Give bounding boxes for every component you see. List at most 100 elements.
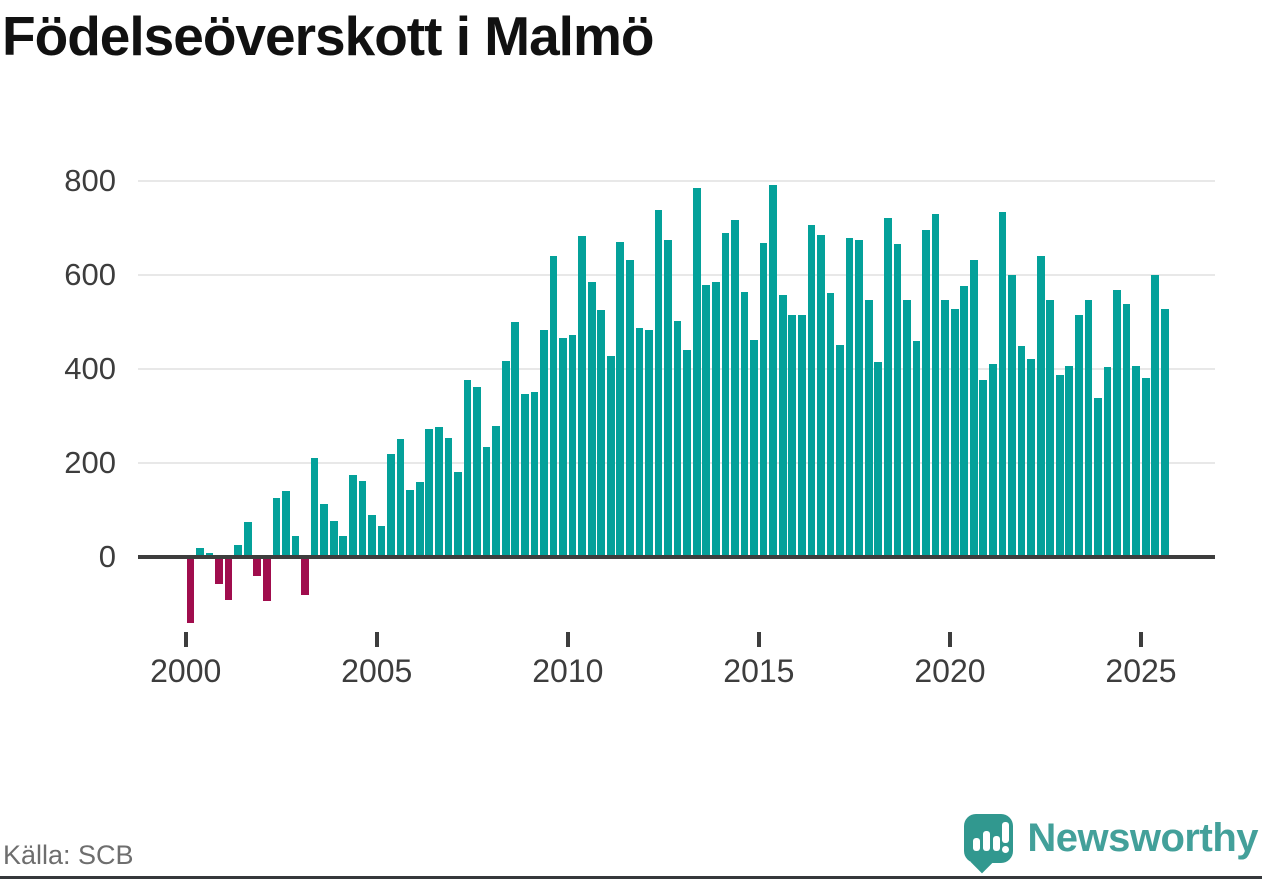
logo-exclamation-dot: [1002, 846, 1010, 853]
bar-positive: [635, 328, 644, 557]
bar-positive: [597, 310, 606, 557]
bar-positive: [310, 458, 319, 557]
bar-positive: [960, 286, 969, 557]
newsworthy-logo: Newsworthy: [964, 814, 1258, 874]
bar-positive: [520, 393, 529, 557]
logo-bar-small: [973, 838, 981, 851]
bar-positive: [664, 239, 672, 557]
bar-positive: [349, 474, 357, 557]
speech-bubble-tail: [971, 850, 994, 874]
bar-positive: [511, 322, 520, 557]
bar-positive: [893, 244, 902, 557]
bar-negative: [263, 557, 271, 601]
x-axis-label: 2000: [150, 653, 222, 689]
y-gridline: [138, 274, 1215, 276]
chart-title: Födelseöverskott i Malmö: [2, 5, 654, 67]
bar-positive: [1065, 366, 1074, 557]
bar-positive: [692, 188, 701, 557]
bar-positive: [530, 391, 539, 557]
bar-negative: [253, 557, 262, 576]
bar-positive: [463, 379, 472, 557]
bar-positive: [740, 291, 749, 557]
bar-positive: [645, 329, 653, 557]
bar-positive: [1113, 289, 1121, 557]
bar-positive: [473, 386, 481, 557]
logo-exclamation-bar: [1002, 822, 1010, 843]
x-axis-line: [138, 555, 1215, 559]
bar-positive: [855, 239, 863, 557]
bar-positive: [444, 438, 453, 557]
bar-negative: [186, 557, 195, 623]
bar-positive: [817, 234, 825, 557]
bar-positive: [826, 293, 835, 557]
bar-positive: [196, 547, 204, 557]
source-note: Källa: SCB: [3, 840, 134, 870]
bar-positive: [1151, 274, 1160, 557]
bar-positive: [979, 380, 988, 557]
logo-bar-tall: [983, 831, 991, 851]
bar-negative: [224, 557, 233, 600]
bar-positive: [291, 535, 300, 557]
brand-name: Newsworthy: [1027, 816, 1258, 860]
bar-positive: [587, 281, 596, 557]
bar-positive: [769, 184, 778, 557]
x-axis-tick: [947, 632, 952, 647]
bar-positive: [358, 481, 367, 557]
bar-positive: [712, 281, 720, 557]
bar-positive: [606, 356, 615, 557]
bar-positive: [234, 544, 243, 557]
y-axis-label: 800: [64, 163, 116, 198]
bar-positive: [454, 471, 462, 557]
y-axis-label: 0: [98, 539, 116, 574]
bar-positive: [797, 314, 806, 557]
bar-positive: [836, 344, 844, 557]
bar-positive: [750, 340, 758, 557]
bar-positive: [482, 446, 491, 557]
x-axis-label: 2020: [914, 653, 986, 689]
bar-positive: [778, 294, 787, 557]
bar-positive: [903, 300, 911, 557]
x-axis-tick: [565, 632, 570, 647]
bar-positive: [425, 428, 434, 557]
bar-positive: [969, 260, 978, 557]
bar-positive: [501, 361, 510, 557]
bar-positive: [568, 335, 577, 557]
bar-positive: [1055, 375, 1064, 557]
bar-positive: [377, 526, 386, 557]
bar-positive: [339, 535, 348, 557]
bottom-border: [0, 876, 1262, 879]
bar-positive: [492, 425, 500, 557]
bar-positive: [950, 308, 959, 557]
bar-positive: [654, 210, 663, 557]
bar-positive: [540, 329, 548, 557]
bar-positive: [1017, 345, 1026, 557]
bar-positive: [941, 300, 949, 557]
bar-positive: [922, 229, 930, 557]
bar-positive: [1075, 315, 1083, 557]
bar-positive: [1132, 366, 1141, 557]
bar-positive: [683, 350, 692, 557]
x-axis-tick: [756, 632, 761, 647]
bar-positive: [673, 321, 682, 557]
bar-positive: [1122, 303, 1131, 557]
bar-positive: [329, 520, 338, 557]
bar-positive: [1161, 309, 1169, 557]
bar-positive: [931, 213, 940, 557]
bar-positive: [406, 489, 414, 557]
x-axis-tick: [1139, 632, 1143, 647]
bar-positive: [721, 233, 730, 557]
x-axis-label: 2025: [1105, 653, 1177, 689]
bar-positive: [549, 255, 558, 557]
y-gridline: [138, 180, 1215, 182]
bar-positive: [989, 363, 997, 557]
x-axis-tick: [374, 632, 379, 647]
bar-positive: [1103, 367, 1112, 557]
bar-positive: [998, 212, 1007, 557]
bar-positive: [702, 285, 711, 557]
bar-positive: [759, 243, 768, 557]
bar-negative: [215, 557, 223, 585]
bar-positive: [272, 498, 281, 557]
bar-positive: [1046, 300, 1055, 557]
bar-positive: [807, 224, 816, 557]
bar-positive: [434, 427, 443, 557]
